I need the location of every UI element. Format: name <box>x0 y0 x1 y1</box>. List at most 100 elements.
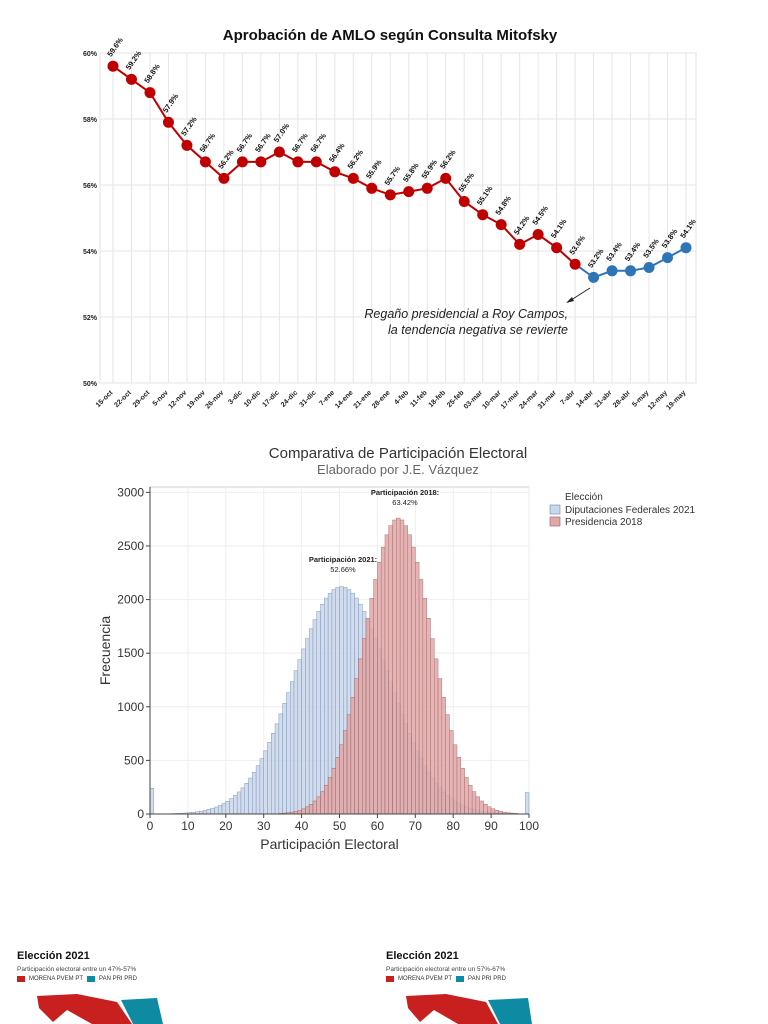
y-axis-label: Frecuencia <box>97 616 113 685</box>
hist-bar <box>441 696 446 815</box>
y-tick-label: 54% <box>83 249 98 256</box>
hist-bar <box>475 796 480 815</box>
x-tick-label: 10-dic <box>243 389 262 408</box>
annotation-text: Regaño presidencial a Roy Campos, <box>364 307 568 321</box>
hist-bar <box>343 730 348 815</box>
data-point <box>403 186 415 198</box>
plot-frame <box>99 52 697 384</box>
x-tick-label: 19-nov <box>186 389 207 410</box>
x-tick-label: 17-dic <box>262 389 281 408</box>
x-tick-label: 20 <box>219 819 233 833</box>
hist-bar <box>373 579 378 815</box>
annotation-2018-title: Participación 2018: <box>371 488 439 497</box>
hist-bar <box>305 806 310 815</box>
x-tick-label: 31-mar <box>537 389 558 410</box>
hist-bar <box>305 638 310 815</box>
hist-bar <box>464 777 469 815</box>
data-point <box>181 139 193 151</box>
hist-bar <box>430 638 435 815</box>
hist-bar <box>490 808 496 815</box>
data-point <box>477 209 489 221</box>
chart-subtitle: Elaborado por J.E. Vázquez <box>317 462 479 477</box>
map-region-pan <box>488 998 532 1024</box>
legend-label-pan: PAN PRI PRD <box>468 976 506 982</box>
hist-bar <box>422 598 427 815</box>
hist-bar <box>233 795 238 815</box>
annotation-2018-value: 63.42% <box>392 498 418 507</box>
hist-bar <box>259 758 264 815</box>
hist-bar <box>365 618 371 815</box>
hist-bar <box>471 791 477 815</box>
hist-bar <box>361 638 367 815</box>
data-point <box>606 265 618 277</box>
approval-chart-svg: Aprobación de AMLO según Consulta Mitofs… <box>83 27 698 411</box>
x-tick-label: 14-abr <box>575 389 595 409</box>
hist-bar <box>380 546 386 815</box>
data-point <box>625 265 637 277</box>
hist-bar <box>445 714 450 815</box>
hist-bar <box>468 784 473 815</box>
legend-label: Presidencia 2018 <box>565 517 643 528</box>
legend-swatch-morena <box>386 976 394 982</box>
x-tick-label: 7-abr <box>559 389 576 406</box>
hist-bar <box>487 806 492 815</box>
hist-bar <box>214 806 219 815</box>
hist-bar <box>377 561 382 815</box>
data-point <box>662 252 674 264</box>
legend-label-pan: PAN PRI PRD <box>99 976 137 982</box>
x-tick-label: 3-dic <box>227 389 244 406</box>
participation-chart: Comparativa de Participación Electoral E… <box>0 430 768 860</box>
hist-bar <box>274 723 280 815</box>
y-tick-label: 2500 <box>117 539 144 553</box>
x-tick-label: 40 <box>295 819 309 833</box>
hist-bar <box>426 618 431 815</box>
hist-bar <box>449 730 454 815</box>
x-tick-label: 22-oct <box>113 389 133 409</box>
hist-bar <box>316 796 321 815</box>
hist-bar <box>320 603 325 815</box>
hist-bar <box>308 804 314 815</box>
hist-bar <box>396 517 401 815</box>
data-point <box>218 172 230 184</box>
hist-bar <box>483 804 488 815</box>
hist-bar <box>324 597 329 815</box>
hist-bar <box>324 784 329 815</box>
x-tick-label: 80 <box>447 819 461 833</box>
data-point <box>366 182 378 194</box>
data-point <box>643 262 655 273</box>
data-point <box>162 116 174 128</box>
hist-bar <box>286 692 291 815</box>
y-axis: 50% 52% 54% 56% 58% 60% <box>83 51 98 388</box>
data-point <box>144 87 156 99</box>
data-point <box>199 156 211 168</box>
y-tick-label: 2000 <box>117 593 144 607</box>
legend-title: Elección <box>565 492 603 503</box>
legend-swatch-morena <box>17 976 25 982</box>
hist-bar <box>335 757 340 815</box>
annotation-2021-title: Participación 2021: <box>309 555 377 564</box>
x-tick-label: 21-abr <box>594 389 614 409</box>
data-point <box>236 156 248 168</box>
hist-bar <box>240 787 246 815</box>
x-tick-label: 28-ene <box>371 389 392 410</box>
mexico-map <box>37 994 163 1024</box>
hist-bar <box>267 742 272 815</box>
data-point <box>310 156 322 168</box>
map-panel-2: Elección 2021 Participación electoral en… <box>386 950 726 1024</box>
data-point <box>680 242 692 254</box>
y-tick-label: 1500 <box>117 646 144 660</box>
hist-bar <box>244 782 249 815</box>
data-point <box>532 229 544 240</box>
x-tick-label: 24-mar <box>518 389 539 410</box>
annotation-2021-value: 52.66% <box>330 565 356 574</box>
x-tick-label: 17-mar <box>500 389 521 410</box>
hist-bar <box>271 733 276 815</box>
hist-bar <box>434 658 439 815</box>
x-tick-label: 15-oct <box>95 389 115 409</box>
hist-bar <box>320 791 325 815</box>
data-point <box>569 258 581 270</box>
data-point <box>292 156 304 168</box>
legend-swatch <box>549 516 561 527</box>
hist-bar <box>369 598 374 815</box>
